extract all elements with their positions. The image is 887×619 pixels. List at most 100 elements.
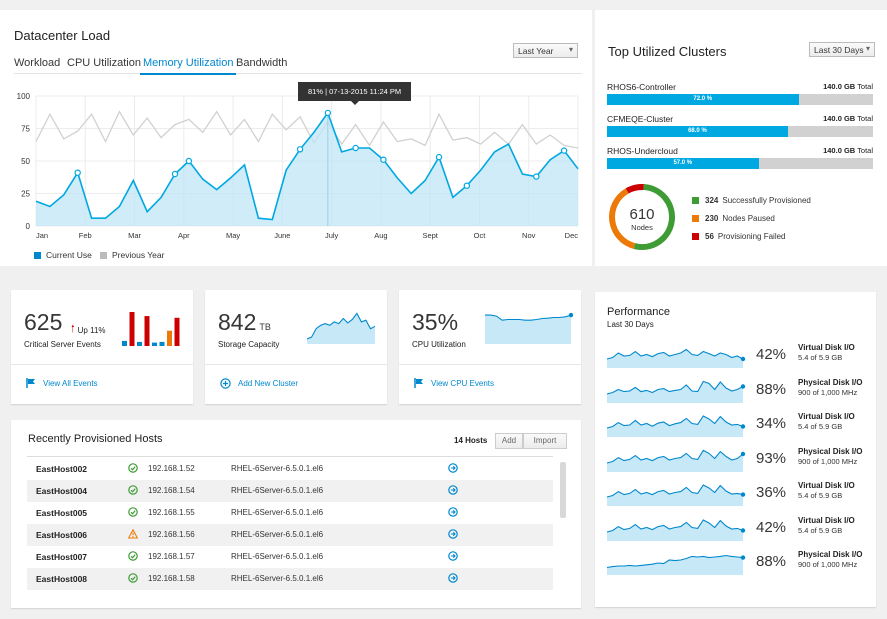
tab-bandwidth[interactable]: Bandwidth bbox=[236, 57, 288, 69]
arrow-right-circle-icon[interactable] bbox=[448, 529, 458, 539]
divider bbox=[27, 456, 553, 457]
view-cpu-events-link[interactable]: View CPU Events bbox=[414, 378, 494, 388]
legend-label: Previous Year bbox=[112, 250, 165, 260]
arrow-right-circle-icon[interactable] bbox=[448, 573, 458, 583]
arrow-right-circle-icon[interactable] bbox=[448, 463, 458, 473]
chart-tooltip: 81% | 07-13-2015 11:24 PM bbox=[298, 82, 412, 105]
donut-segment bbox=[633, 184, 675, 250]
legend-label: Nodes Paused bbox=[722, 214, 775, 223]
performance-label: Virtual Disk I/O bbox=[798, 343, 855, 352]
host-name: EastHost006 bbox=[36, 530, 88, 540]
x-tick-label: May bbox=[226, 231, 240, 240]
cpu-sparkline bbox=[485, 312, 573, 344]
host-row[interactable]: EastHost008 192.168.1.58 RHEL-6Server-6.5.… bbox=[27, 568, 553, 590]
storage-sparkline bbox=[306, 312, 376, 344]
x-tick-label: Oct bbox=[474, 231, 487, 240]
clusters-range-value: Last 30 Days bbox=[814, 45, 864, 55]
host-row[interactable]: EastHost006 192.168.1.56 RHEL-6Server-6.5.… bbox=[27, 524, 553, 546]
sparkline-area bbox=[607, 380, 743, 403]
x-tick-label: Mar bbox=[128, 231, 141, 240]
hosts-title: Recently Provisioned Hosts bbox=[28, 433, 163, 445]
performance-row: 93% Physical Disk I/O 900 of 1,000 MHz bbox=[605, 440, 871, 474]
storage-unit: TB bbox=[259, 322, 271, 332]
host-ip: 192.168.1.52 bbox=[148, 464, 195, 473]
arrow-right-circle-icon[interactable] bbox=[448, 485, 458, 495]
host-name: EastHost005 bbox=[36, 508, 88, 518]
tab-memory-utilization[interactable]: Memory Utilization bbox=[140, 57, 237, 75]
data-point[interactable] bbox=[560, 147, 568, 154]
legend-current-use: Current Use bbox=[34, 250, 92, 260]
host-name: EastHost004 bbox=[36, 486, 88, 496]
data-point[interactable] bbox=[296, 146, 304, 153]
data-point[interactable] bbox=[533, 173, 540, 180]
cpu-label: CPU Utilization bbox=[412, 340, 466, 349]
add-host-button[interactable]: Add bbox=[495, 433, 523, 449]
add-new-cluster-link[interactable]: Add New Cluster bbox=[220, 378, 298, 389]
recent-hosts-panel: Recently Provisioned Hosts 14 Hosts Add … bbox=[11, 420, 581, 608]
performance-row: 42% Virtual Disk I/O 5.4 of 5.9 GB bbox=[605, 336, 871, 370]
host-row[interactable]: EastHost004 192.168.1.54 RHEL-6Server-6.5.… bbox=[27, 480, 553, 502]
y-tick-label: 100 bbox=[17, 92, 31, 101]
chart-tabs: Workload CPU Utilization Memory Utilizat… bbox=[14, 46, 582, 75]
tab-cpu-utilization[interactable]: CPU Utilization bbox=[67, 57, 141, 69]
performance-label: Virtual Disk I/O bbox=[798, 481, 855, 490]
performance-label: Virtual Disk I/O bbox=[798, 412, 855, 421]
dc-range-select[interactable]: Last Year ▾ bbox=[513, 43, 578, 58]
host-row[interactable]: EastHost005 192.168.1.55 RHEL-6Server-6.5.… bbox=[27, 502, 553, 524]
host-row[interactable]: EastHost002 192.168.1.52 RHEL-6Server-6.5.… bbox=[27, 458, 553, 480]
arrow-right-circle-icon[interactable] bbox=[448, 507, 458, 517]
chevron-down-icon: ▾ bbox=[568, 45, 573, 54]
host-name: EastHost008 bbox=[36, 574, 88, 584]
host-row[interactable]: EastHost007 192.168.1.57 RHEL-6Server-6.5.… bbox=[27, 546, 553, 568]
x-tick-label: July bbox=[325, 231, 339, 240]
performance-detail: 5.4 of 5.9 GB bbox=[798, 525, 843, 535]
donut-segment bbox=[609, 188, 636, 249]
event-bar bbox=[122, 340, 127, 346]
legend-label: Successfully Provisioned bbox=[722, 196, 811, 205]
performance-row: 88% Physical Disk I/O 900 of 1,000 MHz bbox=[605, 543, 871, 577]
performance-sparkline bbox=[606, 415, 746, 437]
data-point[interactable] bbox=[185, 157, 193, 165]
series-previous-year bbox=[35, 110, 579, 149]
import-button[interactable]: Import bbox=[523, 433, 567, 449]
tab-workload[interactable]: Workload bbox=[14, 57, 61, 69]
x-tick-label: Aug bbox=[374, 231, 387, 240]
data-point[interactable] bbox=[352, 144, 359, 152]
data-point[interactable] bbox=[380, 156, 387, 163]
performance-row: 36% Virtual Disk I/O 5.4 of 5.9 GB bbox=[605, 474, 871, 508]
arrow-right-circle-icon[interactable] bbox=[448, 551, 458, 561]
view-all-events-link[interactable]: View All Events bbox=[26, 378, 98, 388]
performance-row: 88% Physical Disk I/O 900 of 1,000 MHz bbox=[605, 371, 871, 405]
sparkline-area bbox=[607, 555, 743, 575]
host-ip: 192.168.1.58 bbox=[148, 574, 195, 583]
clusters-range-select[interactable]: Last 30 Days ▾ bbox=[809, 42, 875, 57]
performance-sparkline bbox=[606, 554, 746, 575]
data-point[interactable] bbox=[171, 170, 179, 178]
sparkline-line bbox=[606, 380, 744, 395]
event-bar bbox=[167, 330, 172, 346]
data-point[interactable] bbox=[324, 109, 332, 117]
hosts-count: 14 Hosts bbox=[454, 436, 488, 445]
card-body: 842 TB Storage Capacity bbox=[205, 290, 387, 365]
event-bar bbox=[152, 342, 157, 346]
data-point[interactable] bbox=[74, 169, 81, 176]
sparkline-endpoint bbox=[740, 555, 746, 560]
host-ip: 192.168.1.55 bbox=[148, 508, 195, 517]
cluster-usage-bar: 72.0 % bbox=[607, 94, 873, 105]
y-tick-label: 50 bbox=[21, 157, 30, 166]
host-ip: 192.168.1.57 bbox=[148, 552, 195, 561]
link-label: View All Events bbox=[43, 378, 98, 388]
sparkline-endpoint bbox=[740, 527, 746, 533]
host-os: RHEL-6Server-6.5.0.1.el6 bbox=[231, 464, 324, 473]
data-point[interactable] bbox=[463, 182, 471, 189]
data-point[interactable] bbox=[435, 153, 443, 161]
donut-legend-item: 324 Successfully Provisioned bbox=[692, 196, 811, 205]
legend-count: 324 bbox=[705, 196, 719, 205]
ok-check-icon bbox=[128, 573, 138, 583]
events-bar-chart bbox=[122, 312, 180, 346]
memory-utilization-chart[interactable]: 0 25 50 75 100 Jan Feb Mar Apr May June July Aug Sept… bbox=[10, 88, 582, 240]
legend-swatch bbox=[100, 251, 107, 259]
donut-legend-item: 56 Provisioning Failed bbox=[692, 232, 786, 241]
hosts-scrollbar[interactable] bbox=[560, 462, 566, 518]
link-label: View CPU Events bbox=[431, 378, 494, 388]
